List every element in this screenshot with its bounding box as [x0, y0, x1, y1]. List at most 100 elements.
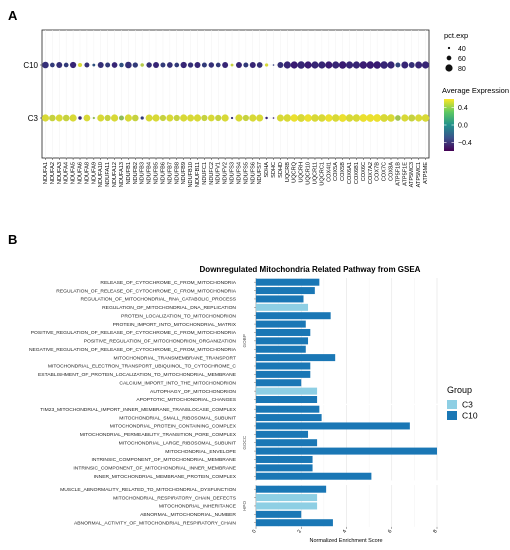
enrichment-bar: [256, 455, 313, 463]
legend-swatch: [447, 411, 457, 420]
dot-point: [366, 61, 374, 69]
dot-point: [352, 114, 361, 122]
dot-point: [110, 114, 119, 122]
size-legend-dot: [445, 64, 453, 72]
pathway-label: MITOCHONDRIAL_PROTEIN_CONTAINING_COMPLEX: [110, 424, 237, 430]
dot-point: [373, 114, 382, 122]
gene-label: NDUFC2: [209, 162, 215, 185]
dot-point: [132, 62, 138, 68]
facet-strip-label: GOCC: [242, 435, 247, 449]
dot-point: [146, 62, 152, 68]
pathway-label: MITOCHONDRIAL_ELECTRON_TRANSPORT_UBIQUIN…: [48, 364, 237, 370]
color-legend-title: Average Expression: [442, 86, 509, 95]
pathway-label: MITOCHONDRIAL_LARGE_RIBOSOMAL_SUBUNIT: [119, 440, 236, 446]
enrichment-bar: [256, 312, 331, 320]
dot-point: [111, 62, 118, 68]
dot-point: [119, 62, 124, 68]
dot-point: [395, 62, 401, 68]
dot-point: [230, 116, 234, 120]
dot-point: [311, 114, 319, 122]
enrichment-bar: [256, 422, 410, 430]
pathway-label: RELEASE_OF_CYTOCHROME_C_FROM_MITOCHONDRI…: [100, 280, 236, 286]
dot-point: [235, 62, 242, 68]
enrichment-bar: [256, 464, 313, 472]
dot-point: [118, 115, 124, 121]
enrichment-bar: [256, 430, 309, 438]
panel-b-label: B: [8, 232, 17, 247]
gene-label: COX7B: [375, 162, 381, 181]
enrichment-bar: [256, 502, 318, 510]
dot-point: [325, 114, 333, 122]
dot-point: [283, 114, 292, 122]
dot-point: [311, 61, 319, 69]
dot-point: [235, 114, 243, 122]
color-legend-label: 0.4: [458, 105, 468, 112]
dot-point: [249, 114, 257, 122]
pathway-label: TIM23_MITOCHONDRIAL_IMPORT_INNER_MEMBRAN…: [40, 407, 236, 413]
size-legend-label: 60: [458, 56, 466, 63]
gene-label: NDUFA6: [78, 162, 84, 184]
dot-point: [153, 62, 160, 68]
dot-point: [92, 116, 95, 120]
gene-label: ATP5MC1: [416, 162, 422, 187]
pathway-label: AUTOPHAGY_OF_MITOCHONDRION: [150, 389, 236, 395]
enrichment-bar: [256, 485, 327, 493]
legend-label: C10: [462, 411, 478, 421]
gene-label: NDUFA2: [50, 162, 56, 184]
gene-label: NDUFB7: [167, 162, 173, 184]
gene-label: NDUFA1: [43, 162, 49, 184]
enrichment-bar: [256, 472, 372, 480]
dot-point: [92, 63, 96, 67]
dot-point: [104, 114, 111, 122]
size-legend-dot: [447, 46, 451, 50]
dot-point: [415, 114, 423, 122]
dot-point: [366, 114, 375, 122]
gene-label: NDUFA9: [91, 162, 97, 184]
dot-point: [49, 114, 56, 122]
gene-label: ATP5ME: [423, 162, 429, 184]
gene-label: NDUFS3: [230, 162, 236, 184]
dot-point: [408, 114, 416, 122]
size-legend: pct.exp 40 60 80: [444, 31, 468, 73]
dot-point: [180, 61, 187, 69]
dot-point: [297, 114, 305, 122]
gene-label: UQCRH: [299, 162, 305, 183]
gene-label: NDUFA8: [84, 162, 90, 184]
dot-point: [243, 62, 249, 68]
gene-label: COX4I1: [326, 162, 332, 182]
gene-label: COX7C: [382, 162, 388, 181]
enrichment-bar: [256, 362, 311, 370]
enrichment-bar: [256, 287, 315, 295]
dot-point: [256, 114, 264, 122]
dot-point: [69, 61, 77, 69]
dot-point: [125, 61, 132, 69]
x-tick-label: 2: [296, 529, 303, 535]
dot-point: [194, 62, 201, 68]
gene-label: NDUFA12: [112, 162, 118, 187]
dot-point: [56, 62, 63, 68]
x-tick-label: 8: [432, 529, 439, 535]
gene-label: NDUFS6: [250, 162, 256, 184]
dot-point: [338, 61, 347, 69]
dot-point: [421, 61, 430, 69]
dot-point: [84, 62, 90, 68]
pathway-label: MITOCHONDRIAL_INHERITANCE: [159, 504, 237, 510]
dot-point: [42, 61, 49, 69]
gene-label: ATP5F1B: [395, 162, 401, 186]
gene-label: COX7A2: [368, 162, 374, 184]
pathway-label: CALCIUM_IMPORT_INTO_THE_MITOCHONDRION: [119, 380, 236, 386]
dot-point: [221, 114, 229, 122]
bar-chart: RELEASE_OF_CYTOCHROME_C_FROM_MITOCHONDRI…: [29, 278, 439, 534]
pathway-label: MITOCHONDRIAL_TRANSMEMBRANE_TRANSPORT: [114, 355, 236, 361]
gene-label: NDUFB1: [126, 162, 132, 184]
pathway-label: PROTEIN_LOCALIZATION_TO_MITOCHONDRION: [121, 313, 236, 319]
gene-label: NDUFB3: [140, 162, 146, 184]
dot-point: [249, 62, 256, 68]
gene-label: NDUFB9: [181, 162, 187, 184]
dot-point: [207, 114, 215, 122]
dot-point: [173, 114, 180, 122]
dot-point: [62, 114, 70, 122]
gene-label: SDHD: [278, 162, 284, 178]
